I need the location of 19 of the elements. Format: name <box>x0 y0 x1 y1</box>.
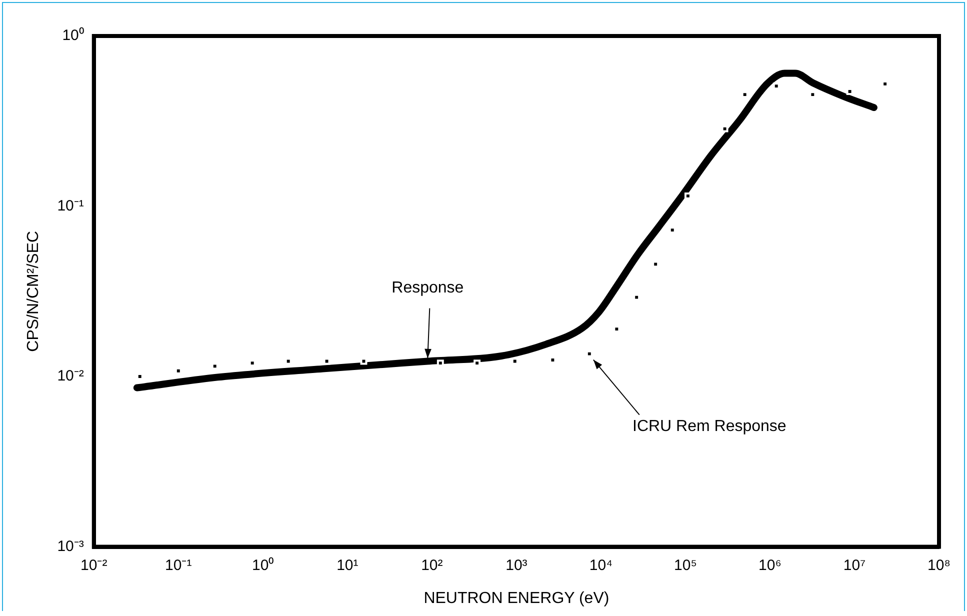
x-tick-label: 10⁻¹ <box>165 556 192 574</box>
x-tick-label: 10⁴ <box>589 556 613 574</box>
x-tick-label: 10⁸ <box>927 556 951 574</box>
y-axis-title: CPS/N/CM²/SEC <box>25 230 42 352</box>
x-tick-label: 10² <box>421 556 443 574</box>
x-tick-label: 10⁵ <box>674 556 697 574</box>
annotation: ICRU Rem Response <box>632 418 786 436</box>
y-tick-label: 10⁻¹ <box>57 197 84 214</box>
annotation: Response <box>392 280 464 297</box>
x-axis-title: NEUTRON ENERGY (eV) <box>424 590 610 607</box>
x-tick-label: 10⁻² <box>80 556 108 574</box>
x-tick-label: 10⁰ <box>252 556 274 574</box>
y-tick-label: 10⁻² <box>57 368 84 385</box>
y-tick-label: 10⁻³ <box>57 538 84 555</box>
x-tick-label: 10⁶ <box>758 556 782 574</box>
y-tick-label: 10⁰ <box>62 27 84 44</box>
x-tick-label: 10¹ <box>336 556 358 574</box>
x-tick-label: 10³ <box>506 556 528 574</box>
x-tick-label: 10⁷ <box>843 556 866 574</box>
